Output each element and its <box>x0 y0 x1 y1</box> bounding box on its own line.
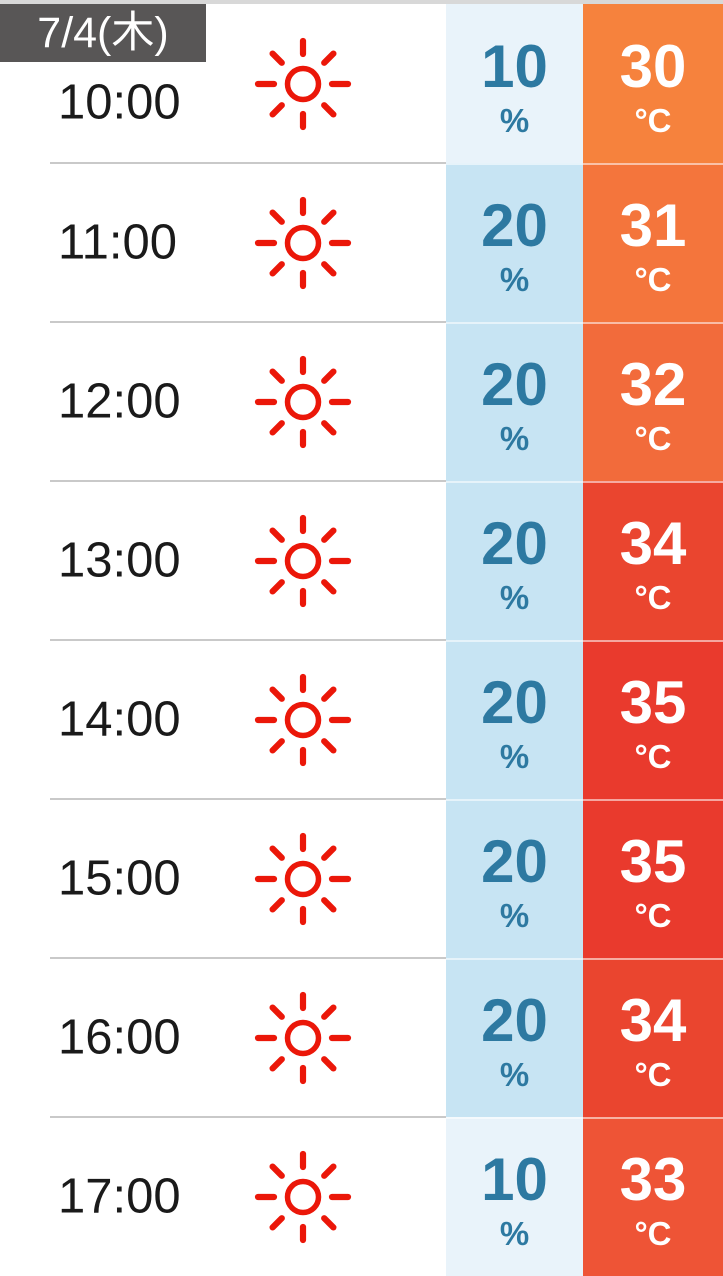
sunny-icon <box>254 1150 352 1243</box>
forecast-row: 10:00 10 <box>0 4 723 163</box>
time-weather-cell: 10:00 <box>0 4 446 163</box>
forecast-row: 16:00 20 <box>0 957 723 1117</box>
pop-value: 20 <box>481 668 548 736</box>
time-label: 10:00 <box>58 75 181 129</box>
pop-value: 20 <box>481 191 548 259</box>
time-label: 12:00 <box>58 374 181 428</box>
temp-cell: 33 °C <box>583 1117 723 1276</box>
temp-unit: °C <box>634 1055 672 1093</box>
temp-cell: 34 °C <box>583 481 723 640</box>
temp-cell: 32 °C <box>583 322 723 481</box>
sunny-icon <box>254 355 352 448</box>
pop-cell: 10 % <box>446 4 583 163</box>
temp-unit: °C <box>634 578 672 616</box>
time-label: 16:00 <box>58 1010 181 1064</box>
temp-value: 32 <box>619 350 687 418</box>
time-weather-cell: 16:00 <box>0 958 446 1117</box>
pop-unit: % <box>499 1214 530 1252</box>
time-label: 14:00 <box>58 692 181 746</box>
pop-cell: 10 % <box>446 1117 583 1276</box>
time-weather-cell: 14:00 <box>0 640 446 799</box>
sunny-icon <box>254 673 352 766</box>
pop-unit: % <box>499 896 530 934</box>
pop-unit: % <box>499 578 530 616</box>
forecast-row: 12:00 20 <box>0 321 723 481</box>
temp-value: 34 <box>619 509 687 577</box>
sunny-icon <box>254 196 352 289</box>
pop-value: 10 <box>481 32 548 100</box>
time-weather-cell: 12:00 <box>0 322 446 481</box>
temp-value: 34 <box>619 986 687 1054</box>
time-label: 11:00 <box>58 215 177 269</box>
pop-value: 10 <box>481 1145 548 1213</box>
time-label: 15:00 <box>58 851 181 905</box>
time-weather-cell: 15:00 <box>0 799 446 958</box>
temp-value: 35 <box>619 668 687 736</box>
pop-cell: 20 % <box>446 640 583 799</box>
time-weather-cell: 17:00 <box>0 1117 446 1276</box>
forecast-row: 17:00 10 <box>0 1116 723 1276</box>
forecast-row: 11:00 20 <box>0 162 723 322</box>
temp-cell: 35 °C <box>583 799 723 958</box>
pop-value: 20 <box>481 986 548 1054</box>
sunny-icon <box>254 37 352 130</box>
temp-cell: 34 °C <box>583 958 723 1117</box>
temp-cell: 35 °C <box>583 640 723 799</box>
pop-cell: 20 % <box>446 799 583 958</box>
pop-unit: % <box>499 260 530 298</box>
temp-value: 31 <box>619 191 687 259</box>
pop-unit: % <box>499 1055 530 1093</box>
forecast-list[interactable]: 10:00 10 <box>0 4 723 1276</box>
temp-unit: °C <box>634 737 672 775</box>
date-label: 7/4(木) <box>37 8 169 57</box>
forecast-row: 14:00 20 <box>0 639 723 799</box>
pop-unit: % <box>499 101 530 139</box>
pop-cell: 20 % <box>446 163 583 322</box>
temp-unit: °C <box>634 101 672 139</box>
temp-value: 35 <box>619 827 687 895</box>
sunny-icon <box>254 991 352 1084</box>
temp-cell: 31 °C <box>583 163 723 322</box>
pop-unit: % <box>499 419 530 457</box>
temp-cell: 30 °C <box>583 4 723 163</box>
pop-cell: 20 % <box>446 322 583 481</box>
temp-unit: °C <box>634 260 672 298</box>
time-label: 13:00 <box>58 533 181 587</box>
temp-unit: °C <box>634 896 672 934</box>
date-badge: 7/4(木) <box>0 4 206 62</box>
time-label: 17:00 <box>58 1169 181 1223</box>
pop-value: 20 <box>481 350 548 418</box>
sunny-icon <box>254 832 352 925</box>
sunny-icon <box>254 514 352 607</box>
temp-value: 33 <box>619 1145 687 1213</box>
pop-unit: % <box>499 737 530 775</box>
pop-value: 20 <box>481 827 548 895</box>
forecast-row: 15:00 20 <box>0 798 723 958</box>
pop-cell: 20 % <box>446 958 583 1117</box>
time-weather-cell: 13:00 <box>0 481 446 640</box>
temp-value: 30 <box>619 32 687 100</box>
top-divider <box>0 0 723 4</box>
forecast-row: 13:00 20 <box>0 480 723 640</box>
pop-cell: 20 % <box>446 481 583 640</box>
pop-value: 20 <box>481 509 548 577</box>
temp-unit: °C <box>634 1214 672 1252</box>
time-weather-cell: 11:00 <box>0 163 446 322</box>
temp-unit: °C <box>634 419 672 457</box>
